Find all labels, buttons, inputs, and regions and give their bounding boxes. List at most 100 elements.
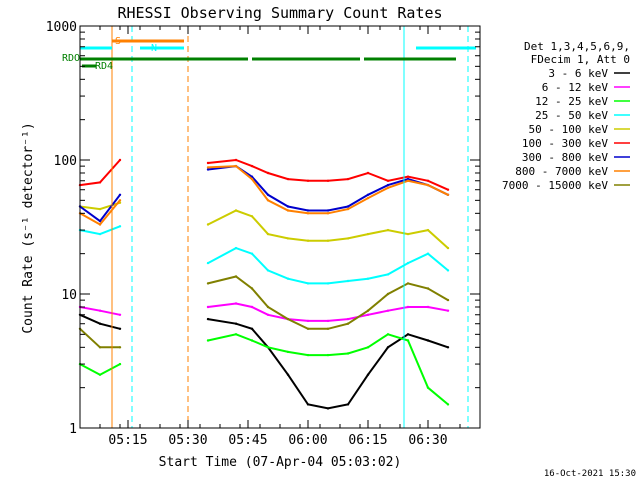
y-tick-label-1: 10: [61, 288, 77, 303]
x-tick-label-4: 06:15: [348, 433, 387, 448]
data-point-5-15: [446, 188, 450, 191]
data-point-1-1: [98, 309, 102, 312]
legend-label-3: 25 - 50 keV: [535, 109, 608, 122]
data-point-7-14: [426, 183, 430, 187]
legend-header-1: FDecim 1, Att 0: [531, 53, 630, 66]
data-point-1-14: [426, 305, 430, 309]
data-point-3-15: [446, 269, 450, 272]
data-point-0-8: [306, 403, 310, 406]
data-point-1-2: [118, 313, 122, 316]
legend-label-4: 50 - 100 keV: [529, 123, 609, 136]
data-point-4-11: [366, 232, 370, 236]
data-point-5-2: [118, 158, 122, 162]
data-point-0-9: [326, 407, 330, 410]
data-point-1-13: [406, 305, 410, 309]
data-point-5-14: [426, 179, 430, 182]
data-point-6-12: [386, 183, 390, 187]
data-point-8-8: [306, 327, 310, 330]
data-point-2-7: [286, 350, 290, 354]
data-point-7-1: [98, 223, 102, 226]
data-point-2-2: [118, 362, 122, 366]
data-point-2-8: [306, 353, 310, 357]
data-point-5-13: [406, 175, 410, 178]
data-point-6-10: [346, 205, 350, 208]
data-point-2-13: [406, 339, 410, 342]
y-tick-label-2: 100: [54, 154, 77, 169]
chart-title: RHESSI Observing Summary Count Rates: [117, 4, 442, 22]
x-tick-label-0: 05:15: [108, 433, 147, 448]
data-point-6-2: [118, 193, 122, 196]
data-point-0-13: [406, 333, 410, 336]
data-point-2-14: [426, 386, 430, 389]
data-point-2-5: [250, 339, 254, 342]
data-point-1-3: [206, 305, 210, 309]
data-point-4-6: [266, 232, 270, 236]
data-point-8-13: [406, 282, 410, 285]
data-point-7-6: [266, 199, 270, 202]
data-point-7-15: [446, 193, 450, 196]
data-point-4-14: [426, 228, 430, 232]
data-point-8-10: [346, 322, 350, 325]
data-point-1-4: [234, 302, 238, 305]
data-point-5-6: [266, 171, 270, 175]
data-point-4-12: [386, 228, 390, 232]
data-point-0-4: [234, 322, 238, 325]
data-point-0-12: [386, 346, 390, 349]
legend-header-0: Det 1,3,4,5,6,9,: [524, 40, 630, 53]
data-point-2-9: [326, 353, 330, 357]
data-point-7-2: [118, 199, 122, 202]
data-point-0-15: [446, 346, 450, 349]
legend-label-2: 12 - 25 keV: [535, 95, 608, 108]
data-point-3-12: [386, 273, 390, 276]
data-point-4-15: [446, 246, 450, 250]
data-point-6-6: [266, 193, 270, 196]
annotation-s: S: [115, 36, 121, 47]
data-point-0-1: [98, 322, 102, 325]
data-point-5-1: [98, 181, 102, 184]
data-point-3-3: [206, 261, 210, 265]
data-point-7-11: [366, 196, 370, 200]
data-point-7-7: [286, 209, 290, 212]
data-point-7-13: [406, 179, 410, 182]
data-point-6-11: [366, 193, 370, 196]
data-point-5-8: [306, 179, 310, 182]
data-point-3-11: [366, 277, 370, 280]
data-point-8-9: [326, 327, 330, 330]
data-point-5-9: [326, 179, 330, 182]
data-point-2-15: [446, 403, 450, 406]
data-point-6-13: [406, 177, 410, 181]
data-point-3-5: [250, 252, 254, 255]
legend-label-0: 3 - 6 keV: [548, 67, 608, 80]
data-point-5-3: [206, 161, 210, 165]
data-point-8-14: [426, 287, 430, 290]
x-tick-label-2: 05:45: [228, 433, 267, 448]
data-point-7-9: [326, 212, 330, 215]
data-point-8-4: [234, 275, 238, 278]
data-point-5-7: [286, 177, 290, 181]
data-point-5-4: [234, 158, 238, 162]
data-point-3-10: [346, 279, 350, 283]
data-point-0-7: [286, 373, 290, 376]
annotation-rdo: RDO: [62, 53, 80, 64]
data-point-3-8: [306, 282, 310, 285]
data-point-8-11: [366, 309, 370, 312]
data-point-3-1: [98, 232, 102, 236]
data-point-8-1: [98, 346, 102, 349]
data-point-0-14: [426, 339, 430, 342]
data-point-7-10: [346, 207, 350, 211]
y-axis-label: Count Rate (s⁻¹ detector⁻¹): [21, 122, 36, 333]
data-point-8-12: [386, 292, 390, 296]
data-point-8-15: [446, 298, 450, 302]
data-point-6-7: [286, 205, 290, 208]
data-point-5-10: [346, 177, 350, 181]
data-point-7-8: [306, 212, 310, 215]
data-point-8-3: [206, 282, 210, 285]
data-point-6-9: [326, 209, 330, 212]
data-point-4-1: [98, 207, 102, 211]
data-point-0-5: [250, 327, 254, 330]
data-point-3-9: [326, 282, 330, 285]
data-point-7-5: [250, 177, 254, 181]
legend-label-8: 7000 - 15000 keV: [502, 179, 608, 192]
data-point-5-11: [366, 171, 370, 175]
